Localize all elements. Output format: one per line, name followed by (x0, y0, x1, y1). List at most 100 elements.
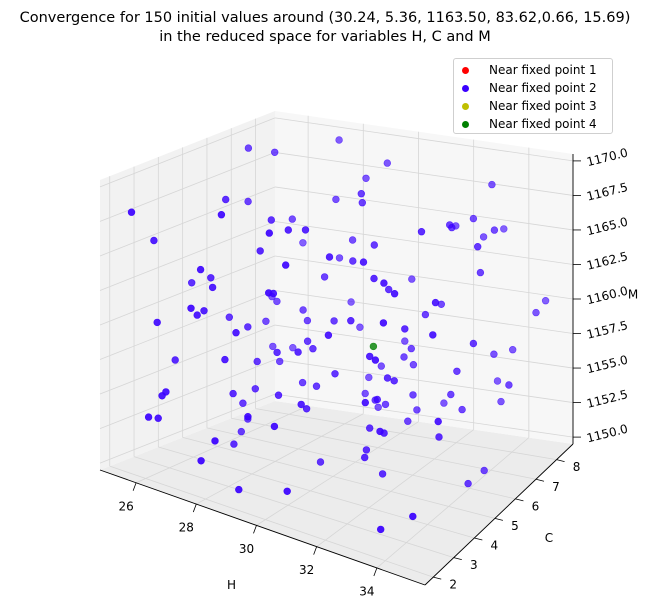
point-near-fixed-point-2 (256, 247, 264, 255)
chart-title-line-2: in the reduced space for variables H, C … (159, 29, 491, 45)
point-near-fixed-point-2 (464, 479, 472, 488)
point-near-fixed-point-2 (144, 413, 153, 421)
axis-panes (100, 111, 573, 585)
z-tick-label: 1150.0 (585, 422, 629, 446)
point-near-fixed-point-2 (271, 148, 279, 157)
point-near-fixed-point-2 (370, 274, 378, 283)
point-near-fixed-point-2 (490, 350, 498, 358)
point-near-fixed-point-2 (222, 195, 230, 204)
point-near-fixed-point-2 (407, 344, 415, 353)
point-near-fixed-point-2 (408, 275, 416, 283)
point-near-fixed-point-2 (362, 446, 371, 454)
point-near-fixed-point-2 (374, 403, 382, 411)
point-near-fixed-point-2 (208, 283, 217, 292)
point-near-fixed-point-2 (373, 395, 381, 404)
point-near-fixed-point-2 (331, 370, 339, 378)
point-near-fixed-point-2 (458, 405, 466, 414)
point-near-fixed-point-2 (303, 337, 312, 345)
legend-item: Near fixed point 4 (462, 115, 612, 133)
z-tick-label: 1165.0 (585, 215, 629, 239)
point-near-fixed-point-2 (211, 437, 219, 445)
point-near-fixed-point-2 (497, 397, 505, 406)
grid-line (158, 446, 475, 539)
grid-line (99, 324, 276, 395)
y-axis-label: C (545, 531, 553, 545)
point-near-fixed-point-2 (435, 433, 443, 441)
point-near-fixed-point-2 (383, 159, 391, 167)
point-near-fixed-point-2 (357, 190, 365, 198)
point-near-fixed-point-2 (232, 329, 240, 337)
point-near-fixed-point-2 (267, 216, 275, 224)
point-near-fixed-point-2 (221, 355, 229, 364)
grid-line (133, 456, 454, 558)
point-near-fixed-point-2 (325, 253, 334, 261)
point-near-fixed-point-2 (469, 339, 478, 348)
point-near-fixed-point-2 (401, 337, 409, 345)
point-near-fixed-point-2 (409, 391, 417, 399)
data-points (127, 136, 550, 534)
tick-mark (373, 567, 378, 577)
point-near-fixed-point-2 (237, 427, 246, 436)
point-near-fixed-point-2 (480, 466, 488, 475)
tick-mark (433, 576, 442, 580)
point-near-fixed-point-2 (312, 382, 321, 390)
point-near-fixed-point-2 (154, 414, 162, 422)
point-near-fixed-point-2 (434, 417, 442, 426)
point-near-fixed-point-2 (446, 221, 454, 229)
point-near-fixed-point-2 (239, 399, 247, 407)
point-near-fixed-point-2 (324, 331, 333, 339)
tick-mark (556, 459, 565, 463)
point-near-fixed-point-2 (417, 228, 426, 236)
tick-mark (132, 482, 137, 491)
point-near-fixed-point-2 (274, 391, 283, 399)
point-near-fixed-point-2 (265, 289, 273, 297)
grid-line (135, 405, 309, 484)
point-near-fixed-point-2 (347, 317, 355, 325)
point-near-fixed-point-2 (469, 214, 478, 223)
x-axis-line (99, 469, 426, 586)
point-near-fixed-point-2 (282, 261, 290, 269)
point-near-fixed-point-2 (366, 352, 374, 361)
point-near-fixed-point-2 (196, 265, 205, 274)
legend-marker (462, 84, 469, 92)
legend: Near fixed point 1 Near fixed point 2 Near… (453, 58, 613, 134)
grid-line (99, 359, 276, 429)
point-near-fixed-point-2 (150, 236, 158, 245)
y-tick-label: 6 (532, 499, 540, 513)
x-tick-label: 28 (179, 521, 194, 535)
point-near-fixed-point-2 (230, 440, 238, 448)
y-tick-label: 2 (449, 578, 457, 592)
point-near-fixed-point-2 (244, 413, 252, 421)
point-near-fixed-point-2 (377, 525, 385, 534)
point-near-fixed-point-2 (453, 367, 461, 375)
legend-label: Near fixed point 3 (489, 99, 597, 113)
legend-item: Near fixed point 1 (462, 61, 612, 79)
point-near-fixed-point-2 (358, 199, 366, 207)
point-near-fixed-point-2 (269, 342, 277, 351)
point-near-fixed-point-2 (490, 226, 499, 234)
point-near-fixed-point-2 (330, 317, 338, 325)
point-near-fixed-point-2 (361, 398, 369, 407)
point-near-fixed-point-2 (187, 304, 195, 312)
point-near-fixed-point-2 (541, 297, 550, 305)
grid-line (99, 393, 276, 464)
y-tick-label: 3 (470, 558, 478, 572)
grid-line (99, 290, 276, 360)
x-tick-label: 30 (239, 542, 254, 556)
point-near-fixed-point-2 (316, 458, 325, 466)
legend-marker (462, 66, 469, 74)
point-near-fixed-point-2 (390, 290, 399, 298)
point-near-fixed-point-2 (429, 331, 437, 339)
grid-line (109, 465, 434, 578)
point-near-fixed-point-2 (380, 279, 388, 287)
point-near-fixed-point-2 (244, 197, 252, 206)
point-near-fixed-point-2 (379, 319, 388, 327)
point-near-fixed-point-2 (440, 399, 448, 407)
point-near-fixed-point-2 (447, 390, 455, 399)
point-near-fixed-point-2 (335, 136, 343, 144)
legend-item: Near fixed point 3 (462, 97, 612, 115)
point-near-fixed-point-2 (377, 362, 385, 370)
point-near-fixed-point-2 (244, 144, 253, 152)
grid-line (274, 324, 574, 369)
